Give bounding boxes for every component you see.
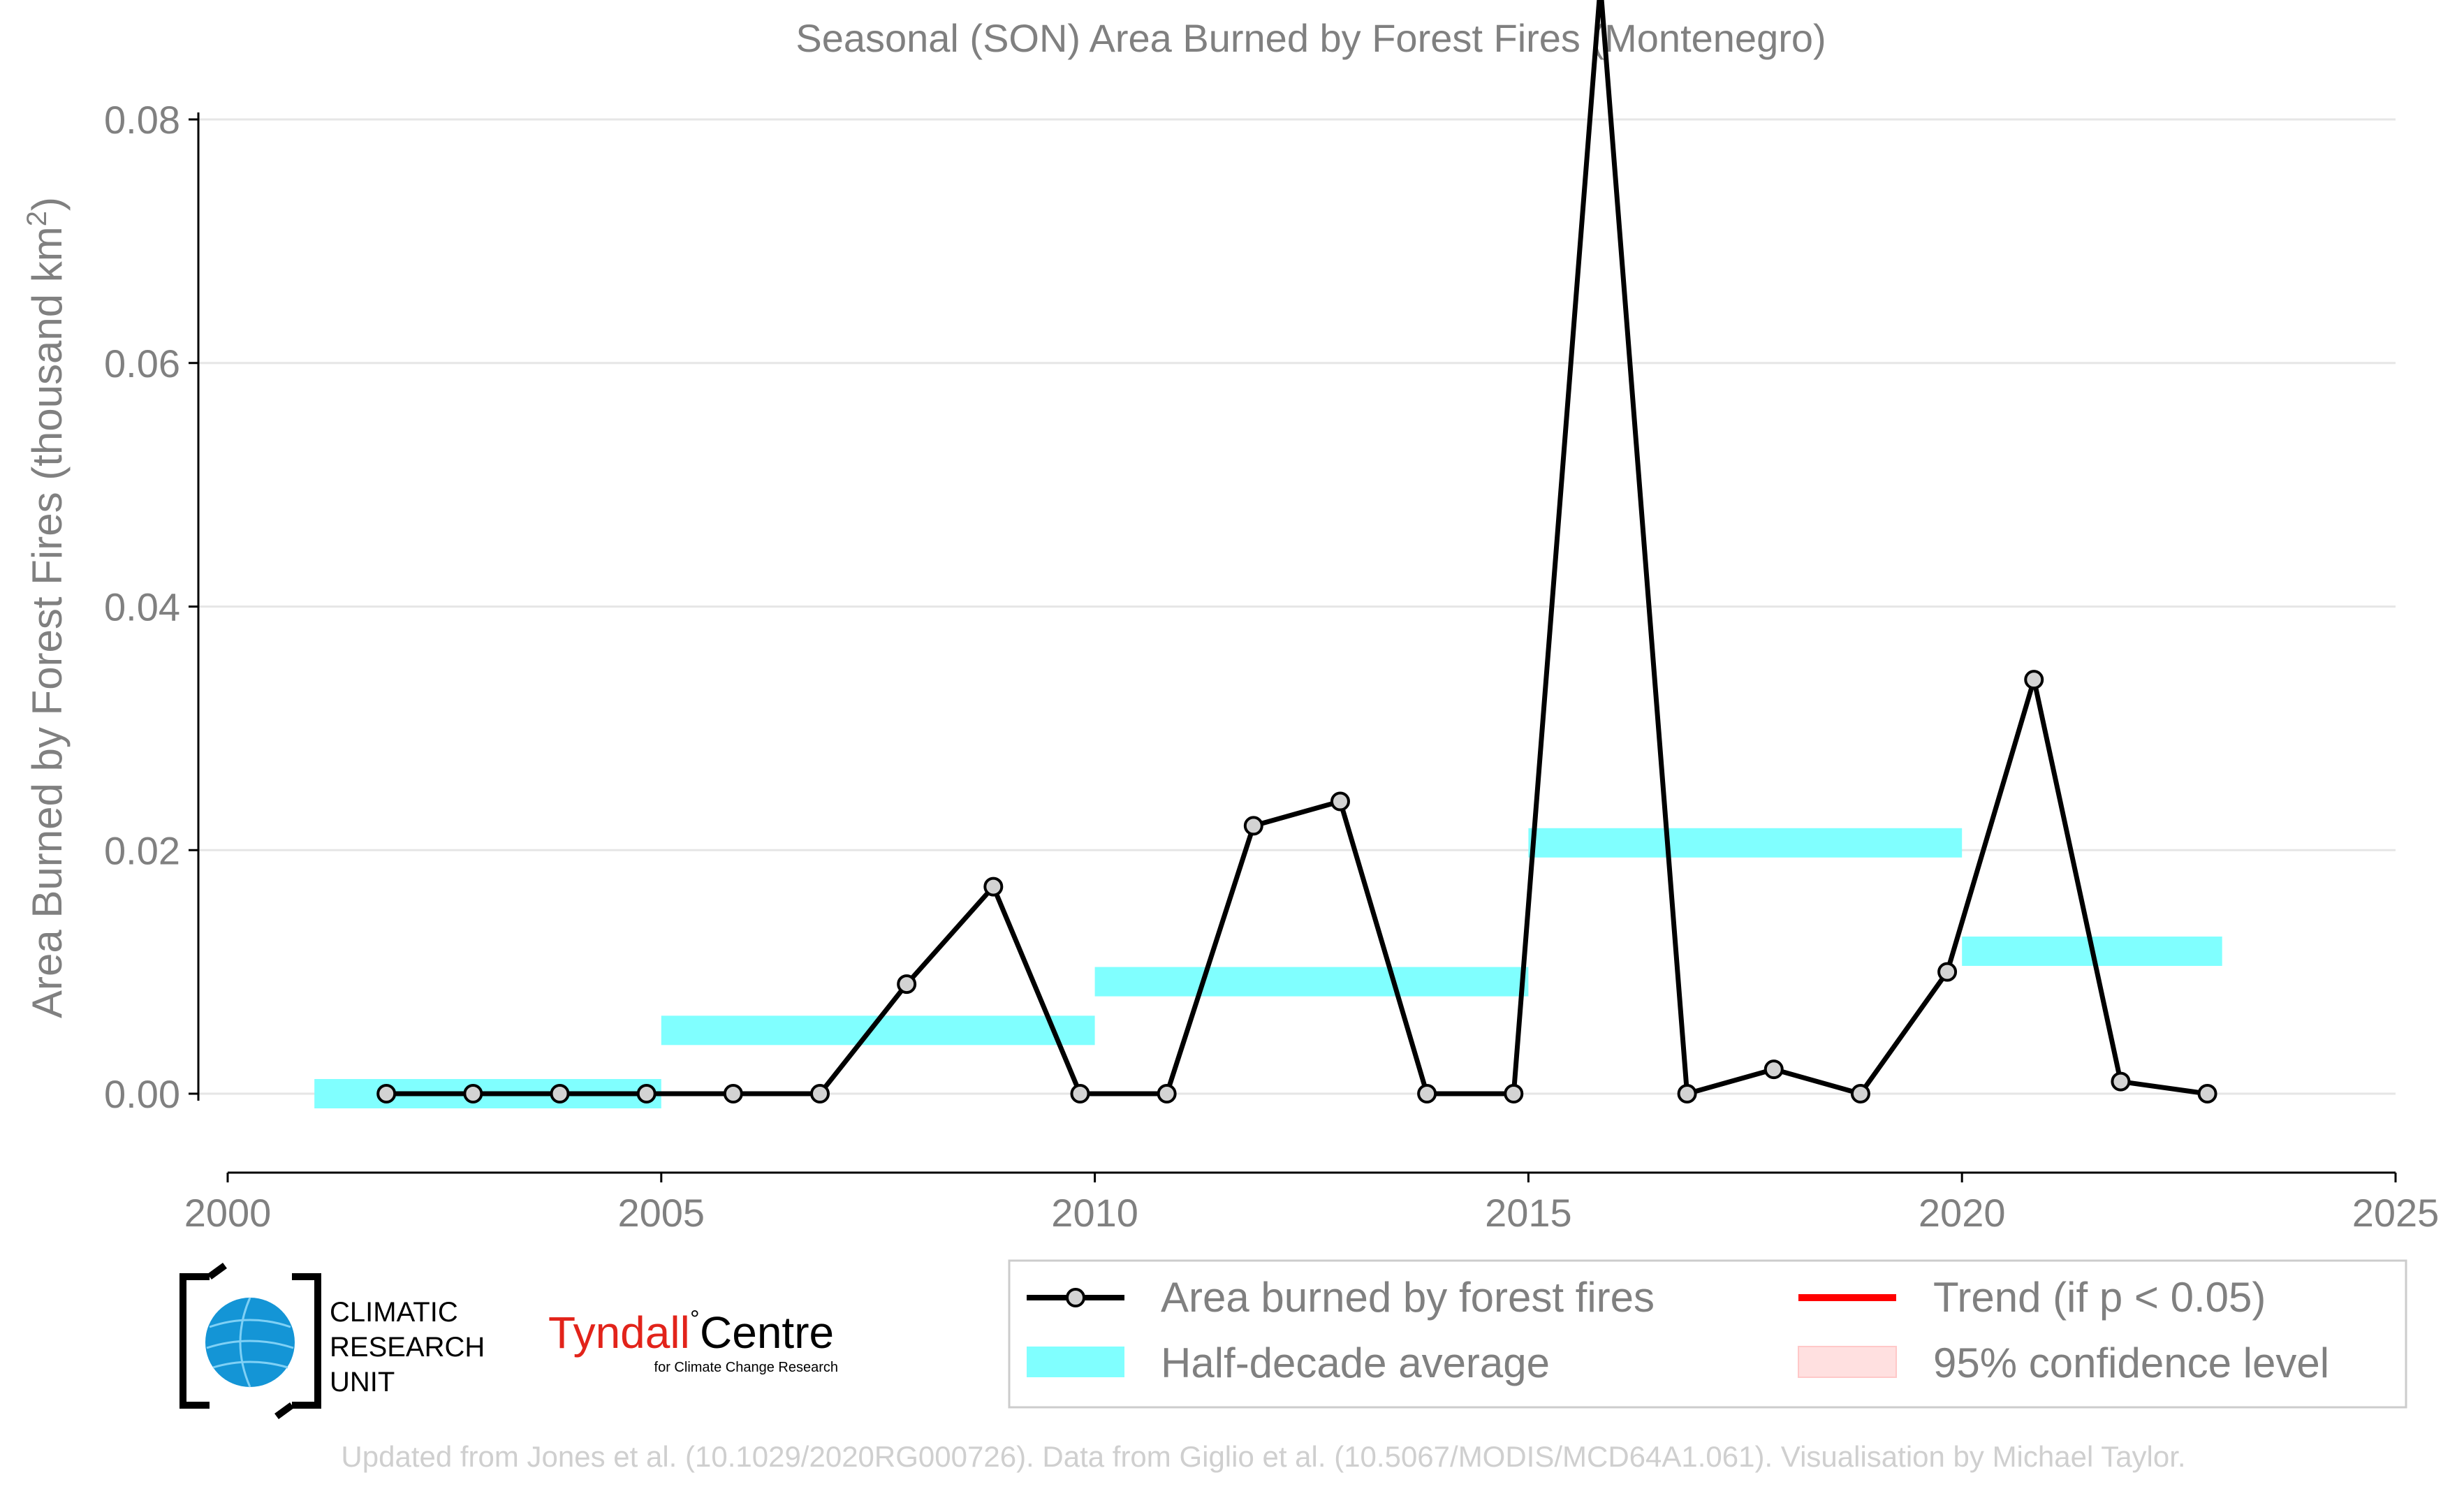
x-tick-label: 2010: [1051, 1191, 1138, 1235]
cru-logo: CLIMATIC RESEARCH UNIT: [179, 1262, 485, 1420]
data-point: [2111, 1071, 2131, 1092]
globe-icon: [205, 1298, 295, 1387]
half-decade-average-bands: [314, 828, 2222, 1108]
cru-logo-line-1: CLIMATIC: [330, 1297, 458, 1328]
data-point: [2024, 670, 2044, 690]
data-point: [1243, 816, 1263, 836]
data-point: [1763, 1059, 1784, 1080]
cru-bracket-slash-bottom: [274, 1402, 294, 1420]
legend-label-area-burned: Area burned by forest fires: [1161, 1274, 1655, 1321]
x-axis: 2000 2005 2010 2015 2020 2025: [184, 1171, 2440, 1235]
data-point: [376, 1084, 397, 1103]
y-axis: 0.00 0.02 0.04 0.06 0.08: [104, 98, 200, 1116]
y-axis-label-text: Area Burned by Forest Fires (thousand km: [24, 226, 71, 1018]
cru-bracket-right: [292, 1273, 321, 1409]
y-tick-label: 0.00: [104, 1072, 180, 1116]
x-tick-label: 2015: [1485, 1191, 1572, 1235]
tyndall-logo: Tyndall ° Centre for Climate Change Rese…: [548, 1306, 838, 1375]
x-tick-label: 2020: [1919, 1191, 2006, 1235]
data-point: [723, 1084, 743, 1103]
cru-bracket-slash-top: [207, 1262, 227, 1280]
tyndall-subtitle: for Climate Change Research: [654, 1360, 838, 1375]
legend-ci-swatch: [1798, 1346, 1897, 1378]
tyndall-centre: Centre: [700, 1307, 834, 1358]
y-tick-label: 0.02: [104, 828, 180, 872]
data-point: [1504, 1084, 1524, 1103]
cru-logo-line-3: UNIT: [330, 1367, 395, 1398]
y-axis-label-sup: 2: [22, 211, 52, 226]
tyndall-degree: °: [690, 1306, 700, 1333]
x-tick-label: 2025: [2352, 1191, 2440, 1235]
data-point: [1850, 1084, 1870, 1103]
data-point: [983, 876, 1004, 897]
y-tick-label: 0.04: [104, 585, 180, 629]
tyndall-name: Tyndall: [548, 1307, 690, 1358]
x-tick-label: 2005: [618, 1191, 705, 1235]
data-point: [1677, 1084, 1697, 1103]
data-point: [2197, 1084, 2217, 1103]
y-axis-label: Area Burned by Forest Fires (thousand km…: [22, 197, 71, 1018]
half-decade-band: [1094, 967, 1529, 997]
x-tick-label: 2000: [184, 1191, 272, 1235]
legend-label-trend: Trend (if p < 0.05): [1933, 1274, 2266, 1321]
globe-icon-lines: [206, 1297, 294, 1388]
data-point: [1157, 1084, 1177, 1103]
data-point: [1937, 962, 1958, 982]
data-point: [1070, 1084, 1090, 1103]
data-point: [1417, 1084, 1437, 1103]
series-line-group: [386, 0, 2208, 1096]
data-point: [810, 1084, 830, 1103]
data-point: [636, 1084, 657, 1103]
data-point: [463, 1084, 483, 1103]
gridlines: [198, 118, 2396, 1095]
y-tick-label: 0.08: [104, 98, 180, 142]
legend-box: [1008, 1259, 2407, 1409]
svg-text:Area Burned by Forest Fires (t: Area Burned by Forest Fires (thousand km…: [22, 197, 71, 1018]
legend-band-swatch: [1027, 1347, 1124, 1377]
series-points: [376, 670, 2217, 1103]
legend-label-half-decade: Half-decade average: [1161, 1340, 1550, 1386]
legend: Area burned by forest fires Trend (if p …: [1008, 1259, 2407, 1409]
data-point: [550, 1084, 570, 1103]
credit-line: Updated from Jones et al. (10.1029/2020R…: [341, 1440, 2185, 1473]
series-line-area-burned: [386, 0, 2208, 1096]
legend-marker-swatch: [1066, 1288, 1085, 1307]
y-axis-label-tail: ): [24, 197, 71, 211]
cru-bracket-left: [179, 1273, 210, 1409]
chart-title: Seasonal (SON) Area Burned by Forest Fir…: [795, 16, 1826, 60]
cru-logo-line-2: RESEARCH: [330, 1332, 485, 1363]
data-point: [897, 974, 917, 995]
y-tick-label: 0.06: [104, 342, 180, 386]
legend-label-confidence: 95% confidence level: [1933, 1340, 2329, 1386]
data-point: [1330, 791, 1350, 812]
half-decade-band: [1528, 828, 1963, 858]
